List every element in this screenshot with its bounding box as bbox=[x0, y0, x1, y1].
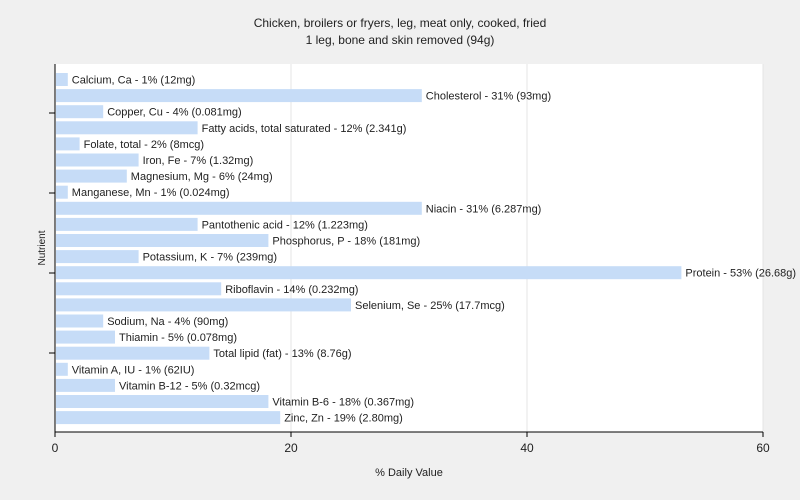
bar-label: Protein - 53% (26.68g) bbox=[685, 268, 796, 280]
x-tick-label: 60 bbox=[756, 441, 770, 455]
grid-lines bbox=[290, 64, 764, 432]
bar-label: Magnesium, Mg - 6% (24mg) bbox=[131, 171, 273, 183]
axes: 0 20 40 60 bbox=[49, 64, 770, 455]
bar bbox=[56, 362, 68, 376]
bar-label: Total lipid (fat) - 13% (8.76g) bbox=[213, 348, 351, 360]
x-tick-label: 20 bbox=[284, 441, 298, 455]
bar bbox=[56, 411, 281, 425]
x-tick-label: 40 bbox=[520, 441, 534, 455]
bar-label: Selenium, Se - 25% (17.7mcg) bbox=[355, 300, 505, 312]
bar-label: Vitamin B-12 - 5% (0.32mcg) bbox=[119, 380, 260, 392]
bar bbox=[56, 346, 210, 360]
bar bbox=[56, 395, 269, 408]
bar bbox=[56, 217, 198, 231]
bar bbox=[56, 185, 68, 199]
bars bbox=[56, 73, 682, 425]
bar bbox=[56, 153, 139, 167]
bar bbox=[56, 314, 104, 328]
chart-title: Chicken, broilers or fryers, leg, meat o… bbox=[254, 16, 547, 30]
bar bbox=[56, 266, 682, 280]
bar bbox=[56, 73, 68, 86]
bar-label: Copper, Cu - 4% (0.081mg) bbox=[107, 107, 242, 119]
bar-label: Fatty acids, total saturated - 12% (2.34… bbox=[202, 123, 407, 135]
bar bbox=[56, 169, 127, 183]
bar bbox=[56, 105, 104, 119]
bar-label: Vitamin B-6 - 18% (0.367mg) bbox=[272, 397, 414, 409]
bar bbox=[56, 378, 115, 392]
bar-label: Riboflavin - 14% (0.232mg) bbox=[225, 284, 358, 296]
bar-label: Sodium, Na - 4% (90mg) bbox=[107, 316, 228, 328]
bar bbox=[56, 330, 115, 344]
bar bbox=[56, 298, 351, 312]
bar bbox=[56, 121, 198, 135]
bar-label: Iron, Fe - 7% (1.32mg) bbox=[143, 155, 254, 167]
bar-label: Zinc, Zn - 19% (2.80mg) bbox=[284, 413, 403, 425]
bar-label: Manganese, Mn - 1% (0.024mg) bbox=[72, 187, 230, 199]
bar bbox=[56, 282, 222, 296]
x-tick-label: 0 bbox=[52, 441, 59, 455]
bar bbox=[56, 201, 422, 215]
bar-label: Thiamin - 5% (0.078mg) bbox=[119, 332, 237, 344]
bar-label: Pantothenic acid - 12% (1.223mg) bbox=[202, 219, 368, 231]
bar-label: Vitamin A, IU - 1% (62IU) bbox=[72, 364, 195, 376]
plot-area bbox=[55, 64, 763, 432]
chart-subtitle: 1 leg, bone and skin removed (94g) bbox=[306, 33, 495, 47]
bar-label: Cholesterol - 31% (93mg) bbox=[426, 91, 551, 103]
y-axis-label: Nutrient bbox=[37, 230, 48, 265]
bar-labels: Calcium, Ca - 1% (12mg) Cholesterol - 31%… bbox=[72, 75, 796, 425]
bar bbox=[56, 137, 80, 151]
bar bbox=[56, 250, 139, 264]
bar bbox=[56, 234, 269, 247]
bar-label: Calcium, Ca - 1% (12mg) bbox=[72, 75, 195, 87]
bar-label: Potassium, K - 7% (239mg) bbox=[143, 252, 278, 264]
bar-label: Folate, total - 2% (8mcg) bbox=[84, 139, 204, 151]
bar-label: Niacin - 31% (6.287mg) bbox=[426, 203, 542, 215]
bar-label: Phosphorus, P - 18% (181mg) bbox=[272, 236, 420, 248]
x-axis-label: % Daily Value bbox=[375, 467, 443, 479]
bar bbox=[56, 89, 422, 103]
